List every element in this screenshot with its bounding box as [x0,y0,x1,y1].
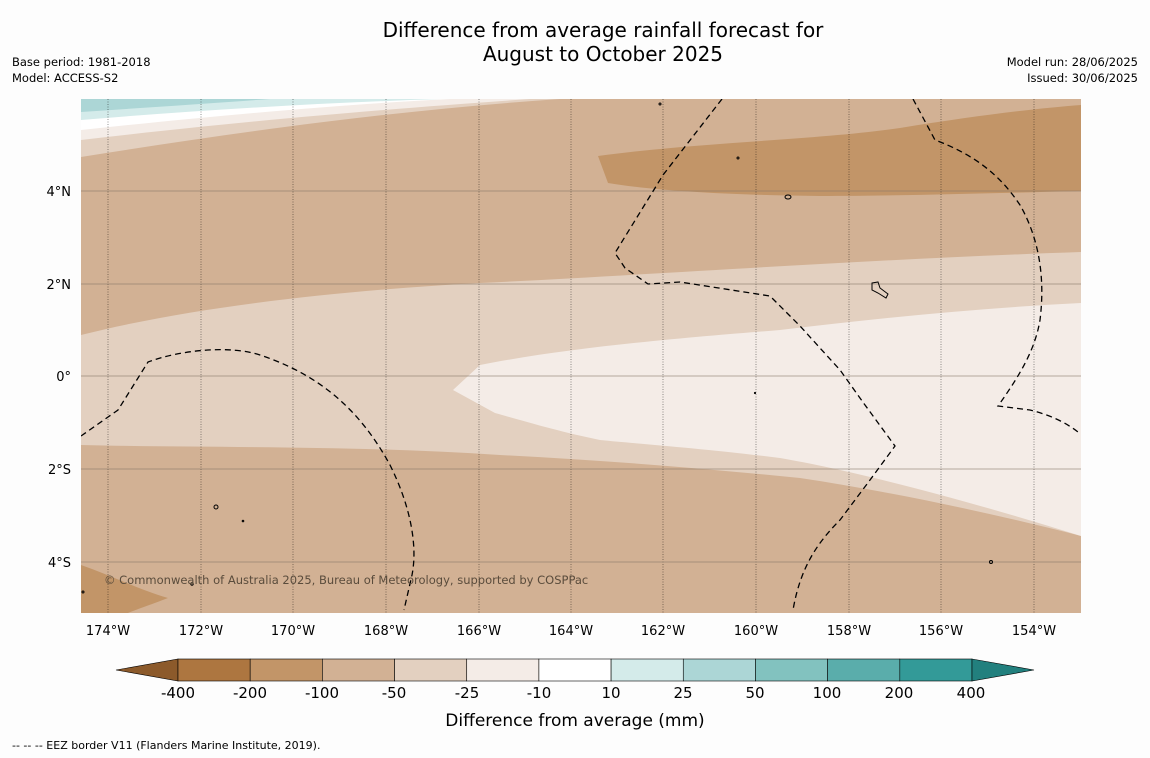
latitude-labels: 4°N 2°N 0° 2°S 4°S [47,185,72,571]
colorbar-cell [466,658,540,682]
islands [81,102,993,594]
colorbar-tick: 400 [957,684,986,702]
colorbar-tick: -25 [455,684,480,702]
colorbar-cell [827,658,901,682]
colorbar: -400 -200 -100 -50 -25 -10 10 25 50 100 … [115,658,1035,731]
lon-label: 174°W [86,624,130,639]
colorbar-tick: 200 [885,684,914,702]
island-shape [658,102,662,106]
colorbar-cell [177,658,251,682]
colorbar-cell [610,658,684,682]
island-shape [989,560,993,564]
colorbar-cell [899,658,973,682]
lon-label: 172°W [179,624,223,639]
colorbar-cells [177,658,973,682]
lon-label: 154°W [1012,624,1056,639]
island-shape [190,582,194,586]
island-shape [81,590,85,594]
colorbar-cell [538,658,612,682]
lon-label: 156°W [919,624,963,639]
lon-label: 160°W [734,624,778,639]
colorbar-cell [322,658,395,682]
island-shape [753,391,757,395]
rainfall-band-minus200-minus100-ne [598,105,1081,196]
colorbar-tick-labels: -400 -200 -100 -50 -25 -10 10 25 50 100 … [161,684,985,702]
title-line-2: August to October 2025 [482,42,724,66]
lon-label: 170°W [271,624,315,639]
lat-label: 2°N [47,278,72,293]
lat-label: 0° [56,370,71,385]
island-shape [241,519,245,523]
map-plot-area: © Commonwealth of Australia 2025, Bureau… [81,99,1081,613]
lat-label: 4°S [48,556,71,571]
lon-label: 162°W [641,624,685,639]
rainfall-band-minus25-minus10 [453,303,1081,536]
lon-label: 166°W [457,624,501,639]
colorbar-tick: -10 [527,684,552,702]
colorbar-tick: -200 [233,684,267,702]
lat-label: 2°S [48,463,71,478]
title-line-1: Difference from average rainfall forecas… [382,18,824,42]
lon-label: 168°W [364,624,408,639]
colorbar-tick: -400 [161,684,195,702]
colorbar-cell [249,658,323,682]
metadata-left: Base period: 1981-2018 Model: ACCESS-S2 [12,54,151,86]
metadata-right: Model run: 28/06/2025 Issued: 30/06/2025 [1007,54,1138,86]
colorbar-tick: 100 [813,684,842,702]
graticule [107,99,1035,613]
colorbar-tick: 10 [601,684,620,702]
island-shape [736,156,740,160]
island-shape [213,504,219,510]
lon-label: 158°W [827,624,871,639]
island-shape [871,281,889,299]
rainfall-band-minus200-minus100-sw [81,565,168,613]
latitude-lines [81,190,1081,563]
island-shape [784,194,792,200]
lon-label: 164°W [549,624,593,639]
colorbar-cell [394,658,468,682]
eez-borders [81,99,1079,611]
longitude-labels: 174°W 172°W 170°W 168°W 166°W 164°W 162°… [86,624,1056,639]
colorbar-tick: -50 [382,684,407,702]
colorbar-tick: 50 [745,684,764,702]
map-title: Difference from average rainfall forecas… [0,18,1150,66]
model-run-text: Model run: 28/06/2025 [1006,55,1138,69]
issued-text: Issued: 30/06/2025 [1027,71,1138,85]
copyright-text: © Commonwealth of Australia 2025, Bureau… [104,573,588,587]
colorbar-label: Difference from average (mm) [445,711,704,731]
eez-source-note: -- -- -- EEZ border V11 (Flanders Marine… [12,739,321,752]
rainfall-band-north-plus25 [81,99,270,112]
base-period-text: Base period: 1981-2018 [12,55,151,69]
colorbar-cell [682,658,756,682]
colorbar-left-arrow [115,658,179,682]
lat-label: 4°N [47,185,72,200]
colorbar-cell [755,658,828,682]
model-text: Model: ACCESS-S2 [12,71,119,85]
colorbar-tick: 25 [673,684,692,702]
colorbar-right-arrow [971,658,1035,682]
colorbar-tick: -100 [305,684,339,702]
